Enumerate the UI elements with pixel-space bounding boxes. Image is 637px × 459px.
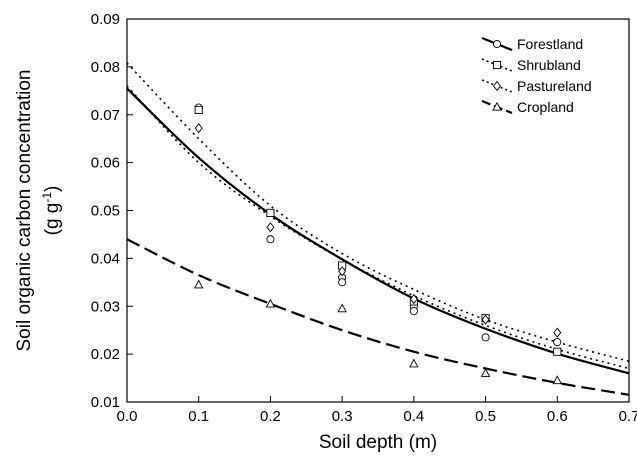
data-points (193, 103, 563, 385)
shrubland-point (194, 105, 203, 115)
y-axis-unit-close: ) (42, 186, 63, 192)
y-tick-label: 0.09 (91, 11, 120, 28)
y-axis-ticks: 0.01 0.02 0.03 0.04 0.05 0.06 0.07 0.08 0.09 (91, 11, 133, 411)
pastureland-point (481, 314, 490, 325)
pastureland-point (553, 327, 562, 338)
legend: Forestland Shrubland Pastureland Cropland (481, 36, 592, 115)
legend-forestland-marker (492, 39, 502, 49)
pastureland-point (194, 123, 203, 134)
y-tick-label: 0.08 (91, 59, 120, 76)
legend-pastureland-marker (493, 80, 501, 92)
x-tick-label: 0.4 (403, 408, 424, 425)
y-tick-label: 0.07 (91, 107, 120, 124)
y-tick-label: 0.01 (91, 394, 120, 411)
cropland-point (337, 303, 347, 313)
legend-pastureland-label: Pastureland (517, 78, 592, 94)
forestland-point (481, 333, 490, 342)
cropland-point (193, 279, 204, 289)
legend-shrubland-marker (492, 60, 502, 70)
legend-forestland-label: Forestland (517, 36, 583, 52)
shrubland-fit-curve (126, 85, 630, 370)
y-axis-unit-exponent: -1 (40, 192, 54, 203)
pastureland-point (266, 222, 275, 233)
x-tick-label: 0.2 (260, 408, 281, 425)
legend-shrubland-label: Shrubland (517, 57, 581, 73)
x-tick-label: 0.6 (547, 408, 568, 425)
y-axis-title: Soil organic carbon concentration (g g-1… (14, 69, 63, 351)
y-axis-title-unit: (g g-1) (40, 186, 63, 236)
cropland-point (552, 375, 563, 385)
x-tick-label: 0.1 (188, 408, 209, 425)
x-axis-title: Soil depth (m) (319, 432, 437, 453)
y-tick-label: 0.02 (91, 346, 120, 363)
x-tick-label: 0.5 (475, 408, 496, 425)
y-tick-label: 0.05 (91, 203, 120, 220)
forestland-point (266, 235, 275, 244)
y-tick-label: 0.06 (91, 155, 120, 172)
forestland-fit-curve (126, 87, 630, 375)
forestland-point (409, 306, 418, 316)
fitted-curves (126, 62, 630, 396)
pastureland-point (409, 293, 418, 305)
x-tick-label: 0.0 (117, 408, 138, 425)
legend-cropland-marker (492, 101, 502, 111)
x-axis-ticks: 0.0 0.1 0.2 0.3 0.4 0.5 0.6 0.7 (117, 396, 637, 425)
forestland-point (553, 338, 562, 347)
x-tick-label: 0.3 (332, 408, 353, 425)
cropland-point (409, 358, 419, 368)
y-axis-unit-base: (g g (42, 203, 63, 236)
y-tick-label: 0.03 (91, 298, 120, 315)
pastureland-point (338, 266, 347, 277)
cropland-point (265, 298, 276, 308)
x-tick-label: 0.7 (619, 408, 637, 425)
shrubland-point (266, 208, 275, 217)
y-tick-label: 0.04 (91, 250, 120, 267)
plot-area (126, 18, 630, 403)
legend-cropland-label: Cropland (517, 99, 574, 115)
forestland-point (338, 278, 347, 287)
cropland-fit-curve (126, 238, 630, 396)
cropland-point (480, 368, 491, 377)
y-axis-title-line1: Soil organic carbon concentration (14, 69, 35, 351)
plot-frame (126, 18, 630, 403)
shrubland-point (553, 347, 562, 356)
